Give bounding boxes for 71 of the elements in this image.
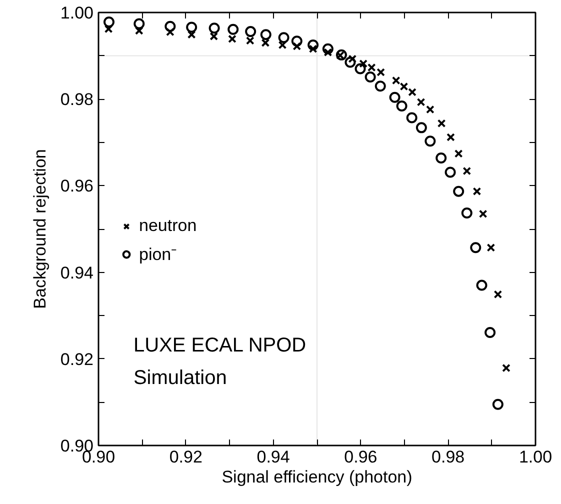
point xyxy=(436,152,447,164)
y-tick-label: 0.94 xyxy=(60,263,94,282)
point xyxy=(478,210,488,218)
point xyxy=(166,28,174,36)
point xyxy=(374,80,386,92)
point xyxy=(308,44,318,54)
point xyxy=(186,22,198,33)
point xyxy=(134,26,144,35)
point xyxy=(322,43,334,54)
point xyxy=(292,42,302,50)
point xyxy=(103,16,114,28)
point xyxy=(424,136,436,147)
x-tick-label: 0.94 xyxy=(256,448,290,466)
point xyxy=(389,92,400,103)
point xyxy=(453,186,464,197)
point xyxy=(344,56,356,68)
point xyxy=(336,51,344,60)
point xyxy=(406,112,418,124)
point xyxy=(470,242,482,254)
point xyxy=(408,88,416,96)
x-tick-label: 0.98 xyxy=(432,448,465,466)
point xyxy=(416,98,426,106)
legend-label: pion⁻ xyxy=(139,244,178,265)
point xyxy=(416,122,427,134)
point xyxy=(444,166,456,178)
y-tick-label: 0.92 xyxy=(60,350,94,369)
point xyxy=(164,20,176,32)
x-axis-title: Signal efficiency (photon) xyxy=(222,468,412,486)
x-tick-label: 0.96 xyxy=(344,448,378,466)
point xyxy=(396,100,408,112)
point xyxy=(502,364,510,372)
point xyxy=(245,26,256,38)
point xyxy=(400,82,408,91)
point xyxy=(261,38,270,47)
point xyxy=(336,49,347,60)
x-tick-label: 0.92 xyxy=(169,448,202,466)
point xyxy=(354,63,366,74)
point xyxy=(392,76,400,85)
point xyxy=(367,63,376,72)
point xyxy=(208,22,220,34)
point xyxy=(278,40,287,50)
x-tick-label: 1.00 xyxy=(518,448,552,466)
point xyxy=(454,149,463,158)
point xyxy=(472,187,482,196)
y-tick-label: 1.00 xyxy=(60,4,94,22)
y-axis-title: Background rejection xyxy=(30,149,50,309)
point xyxy=(291,36,302,47)
point xyxy=(260,29,272,40)
legend-label: neutron xyxy=(139,216,197,236)
point xyxy=(492,398,504,410)
point xyxy=(228,34,236,44)
point xyxy=(437,119,446,128)
y-tick-label: 0.96 xyxy=(60,176,94,196)
point xyxy=(228,24,239,35)
point xyxy=(308,39,319,50)
point xyxy=(476,280,488,291)
annotation: LUXE ECAL NPOD xyxy=(133,334,306,357)
point xyxy=(426,105,434,114)
point xyxy=(494,290,502,299)
point xyxy=(134,18,145,30)
annotation: Simulation xyxy=(133,367,227,390)
point xyxy=(278,32,290,44)
point xyxy=(484,326,496,338)
y-tick-label: 0.98 xyxy=(60,90,94,110)
point xyxy=(324,48,332,57)
point xyxy=(486,243,496,252)
point xyxy=(246,36,254,45)
point xyxy=(461,207,472,218)
point xyxy=(446,133,455,142)
point xyxy=(210,32,218,40)
point xyxy=(462,166,472,176)
